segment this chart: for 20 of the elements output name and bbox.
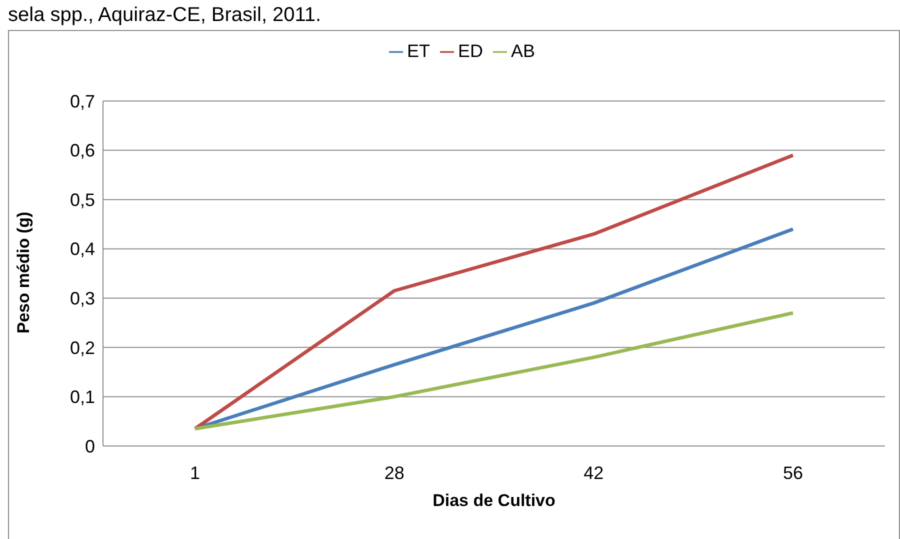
line-series	[193, 153, 795, 430]
y-axis-title: Peso médio (g)	[14, 212, 34, 334]
y-tick-label: 0,2	[70, 338, 95, 358]
y-tick-label: 0,3	[70, 288, 95, 309]
y-tick-label: 0,4	[70, 239, 95, 260]
y-tick-label: 0,5	[70, 190, 95, 210]
y-tick-label: 0,6	[70, 140, 95, 161]
line-series	[193, 311, 795, 430]
y-tick-label: 0	[84, 436, 95, 456]
x-axis-title: Dias de Cultivo	[432, 491, 556, 510]
legend-label: AB	[511, 41, 536, 61]
x-tick-label: 42	[584, 462, 604, 483]
y-tick-label: 0,7	[70, 91, 95, 112]
legend-label: ET	[406, 41, 430, 61]
x-tick-label: 1	[190, 462, 200, 483]
x-tick-label: 28	[384, 462, 404, 483]
chart-title: sela spp., Aquiraz-CE, Brasil, 2011.	[8, 4, 322, 27]
legend-label: ED	[458, 41, 483, 61]
x-tick-label: 56	[782, 462, 804, 483]
y-tick-label: 0,1	[70, 387, 95, 408]
